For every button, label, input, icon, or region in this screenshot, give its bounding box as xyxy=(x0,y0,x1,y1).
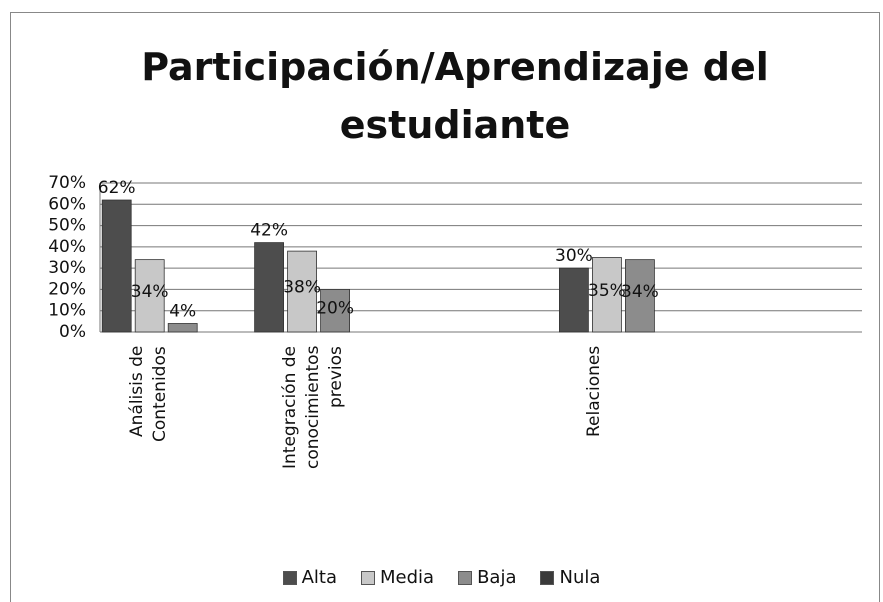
y-tick-label: 70% xyxy=(48,173,86,193)
legend-item: Media xyxy=(361,567,434,588)
bar xyxy=(559,267,589,333)
data-label: 38% xyxy=(283,278,321,298)
data-label: 30% xyxy=(555,246,593,266)
legend-swatch xyxy=(458,570,473,585)
legend-item: Baja xyxy=(458,567,516,588)
bar xyxy=(592,257,622,333)
data-label: 42% xyxy=(250,221,288,241)
y-tick-label: 60% xyxy=(48,194,86,214)
legend-label: Media xyxy=(380,567,435,588)
legend: Alta Media Baja Nula xyxy=(0,567,883,588)
data-label: 4% xyxy=(169,301,196,321)
y-tick-label: 30% xyxy=(48,258,86,278)
legend-item: Nula xyxy=(540,567,600,588)
chart-frame xyxy=(10,12,880,602)
legend-label: Alta xyxy=(301,567,337,588)
data-label: 62% xyxy=(98,178,136,198)
data-label: 20% xyxy=(316,299,354,319)
legend-swatch xyxy=(540,570,555,585)
y-tick-label: 50% xyxy=(48,216,86,236)
data-label: 34% xyxy=(131,282,169,302)
x-tick-label: Relaciones xyxy=(584,346,605,438)
chart-title: Participación/Aprendizaje del estudiante xyxy=(141,45,769,147)
legend-label: Nula xyxy=(559,567,601,588)
bar xyxy=(101,199,132,333)
bar xyxy=(287,250,318,333)
x-tick-label: Análisis de Contenidos xyxy=(127,346,171,442)
legend-item: Alta xyxy=(282,567,337,588)
bar xyxy=(320,289,351,333)
legend-swatch xyxy=(282,570,297,585)
data-label: 34% xyxy=(621,282,659,302)
bar xyxy=(625,259,655,333)
legend-label: Baja xyxy=(477,567,517,588)
y-tick-label: 0% xyxy=(59,322,86,342)
y-tick-label: 20% xyxy=(48,279,86,299)
data-label: 35% xyxy=(588,281,626,301)
bar xyxy=(254,242,285,333)
bar xyxy=(167,323,198,333)
y-tick-label: 40% xyxy=(48,237,86,257)
bar xyxy=(134,259,165,333)
x-tick-label: Integración de conocimientos previos xyxy=(279,346,346,470)
legend-swatch xyxy=(361,570,375,585)
y-tick-label: 10% xyxy=(48,301,86,321)
